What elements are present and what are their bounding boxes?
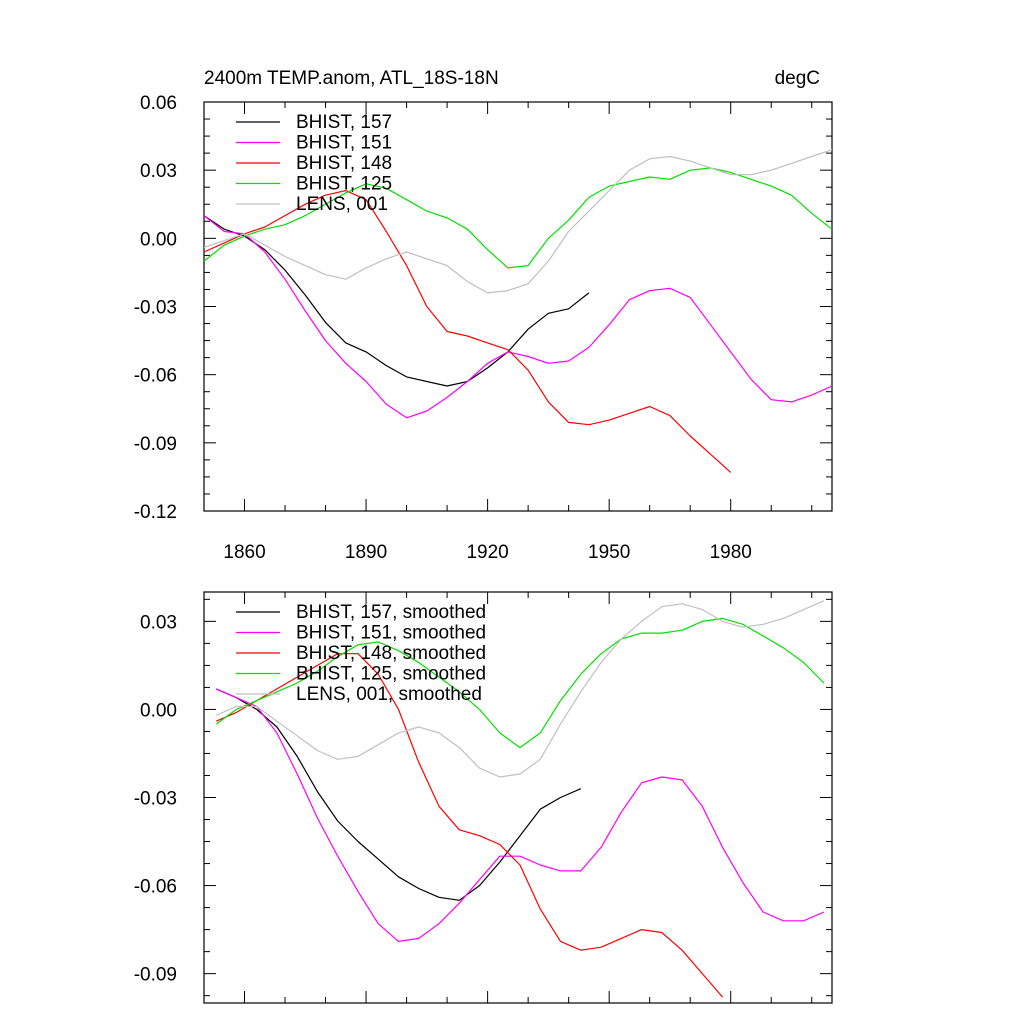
x-tick-label: 1860: [223, 542, 265, 563]
x-tick-label: 1890: [345, 542, 387, 563]
chart-title: 2400m TEMP.anom, ATL_18S-18N: [204, 68, 499, 89]
series-line-3: [203, 167, 833, 269]
top-panel: 1860 1890 1920 1950 1980 0.06 0.03 0.00 -0.03 -0.…: [134, 93, 833, 563]
legend-label: BHIST, 157: [296, 112, 392, 133]
legend-label: BHIST, 151, smoothed: [296, 623, 486, 644]
series-line-0: [203, 215, 590, 387]
series-line-2: [203, 190, 732, 473]
y-tick-label: -0.03: [134, 789, 177, 810]
y-tick-label: 0.03: [140, 161, 177, 182]
series-line-2: [215, 653, 724, 998]
y-tick-label: 0.06: [140, 93, 177, 114]
y-tick-label: -0.12: [134, 502, 177, 523]
y-tick-label: -0.06: [134, 366, 177, 387]
legend-label: BHIST, 148: [296, 153, 392, 174]
x-tick-label: 1980: [710, 542, 752, 563]
units-label: degC: [775, 68, 820, 89]
y-tick-label: -0.09: [134, 434, 177, 455]
legend-label: BHIST, 125, smoothed: [296, 664, 486, 685]
bottom-panel: 0.03 0.00 -0.03 -0.06 -0.09 BHIST, 157, smoot…: [134, 591, 833, 1004]
y-tick-label: 0.00: [140, 229, 177, 250]
x-tick-label: 1920: [466, 542, 508, 563]
series-line-4: [215, 600, 825, 778]
y-tick-label: 0.00: [140, 700, 177, 721]
y-tick-label: -0.09: [134, 965, 177, 986]
y-tick-label: 0.03: [140, 612, 177, 633]
y-tick-label: -0.06: [134, 877, 177, 898]
series-line-4: [203, 149, 833, 294]
series-line-0: [215, 688, 582, 901]
series-line-1: [203, 215, 833, 419]
legend-label: LENS, 001: [296, 194, 388, 215]
legend-label: BHIST, 148, smoothed: [296, 643, 486, 664]
x-tick-label: 1950: [588, 542, 630, 563]
legend-label: BHIST, 157, smoothed: [296, 602, 486, 623]
y-tick-label: -0.03: [134, 298, 177, 319]
series-line-3: [215, 617, 825, 749]
legend-label: LENS, 001, smoothed: [296, 684, 482, 705]
legend-label: BHIST, 125: [296, 174, 392, 195]
series-line-1: [215, 688, 825, 943]
legend-label: BHIST, 151: [296, 133, 392, 154]
